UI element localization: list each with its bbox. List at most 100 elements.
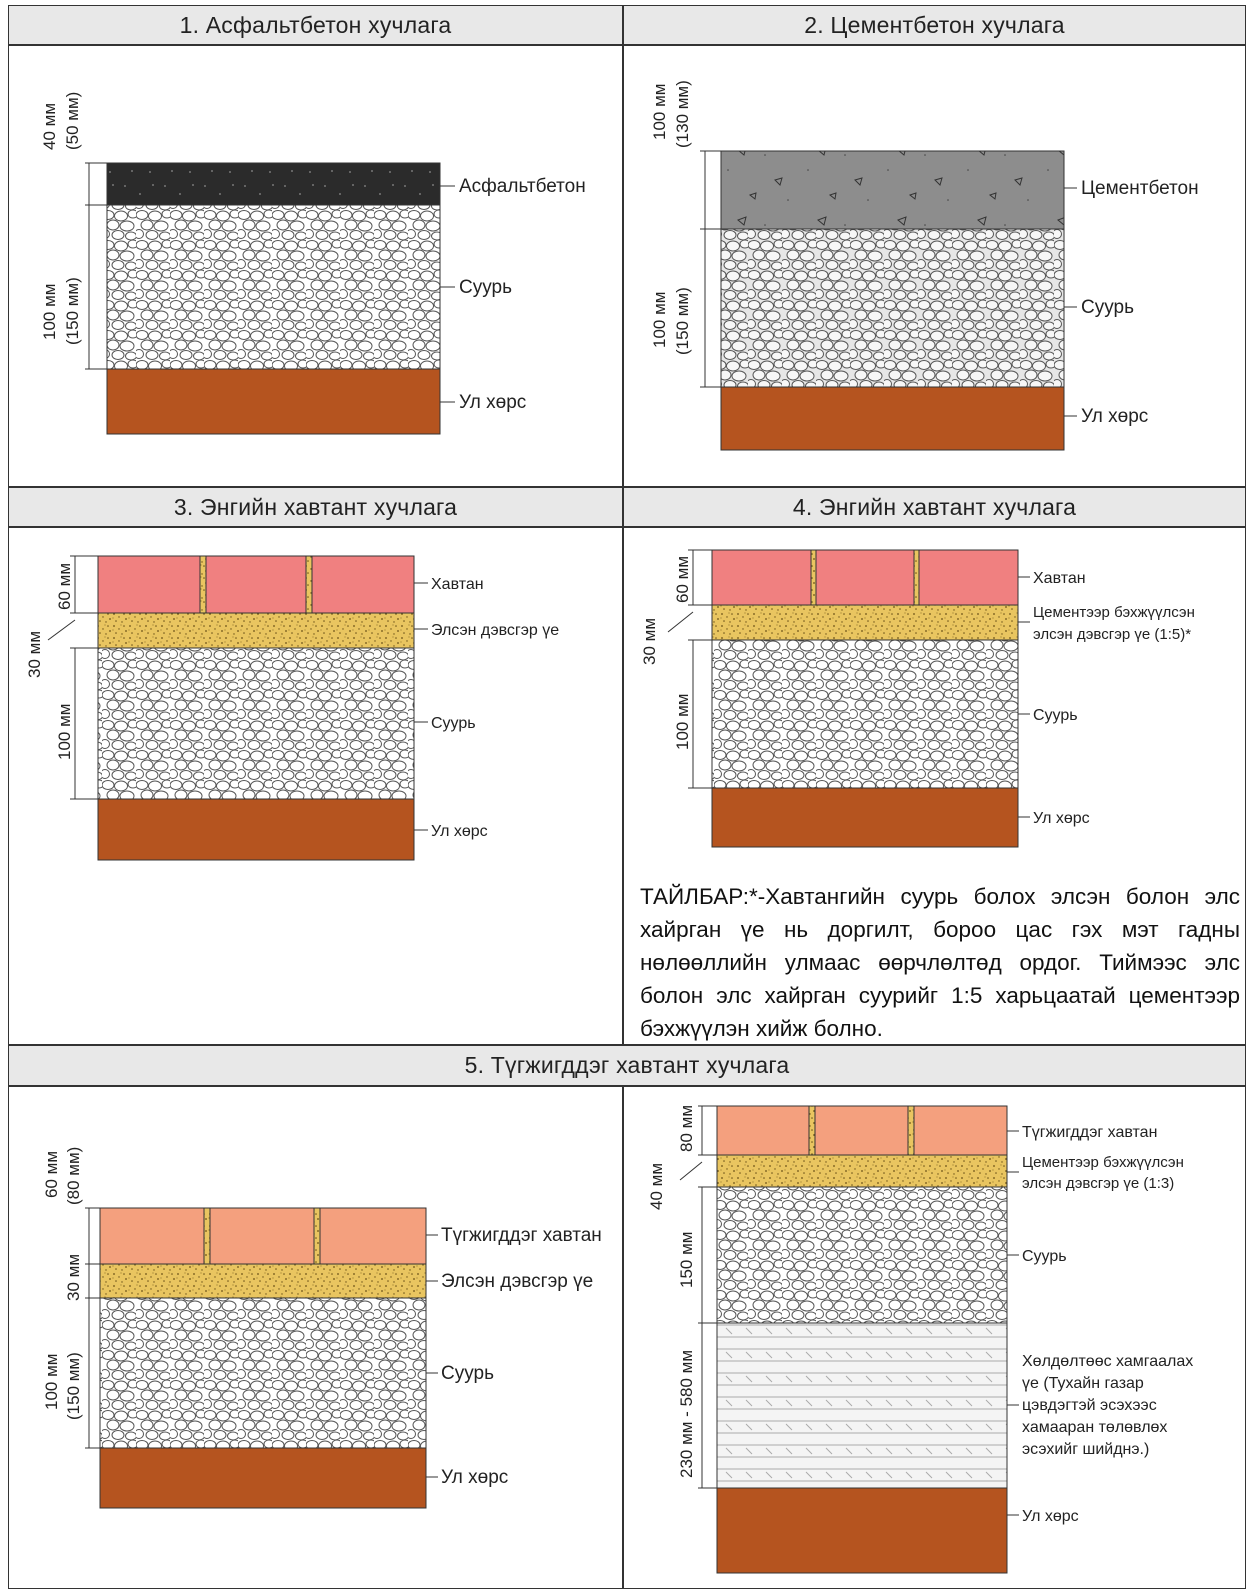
rule — [8, 526, 1246, 528]
label-stabilized-sand-2: элсэн дэвсгэр үе (1:3) — [1022, 1175, 1174, 1192]
frost-protection-layer — [716, 1322, 1008, 1489]
label-stabilized-sand: Цементээр бэхжүүлсэн — [1022, 1154, 1184, 1171]
stabilized-sand-layer — [716, 1154, 1008, 1188]
dim-sand: 30 мм — [640, 618, 659, 665]
dim-base: 100 мм — [673, 694, 692, 750]
tile — [97, 555, 201, 614]
label-tile: Хавтан — [431, 576, 484, 593]
interlock-tile — [913, 1105, 1008, 1156]
dim-base: 100 мм — [650, 292, 669, 348]
label-tile: Хавтан — [1033, 570, 1086, 587]
base-layer — [106, 204, 441, 370]
tile — [815, 549, 915, 606]
label-stabilized-sand-2: элсэн дэвсгэр үе (1:5)* — [1033, 626, 1191, 643]
base-layer — [716, 1186, 1008, 1324]
label-frost-1: Хөлдөлтөөс хамгаалах — [1022, 1353, 1193, 1370]
panel-4-title: 4. Энгийн хавтант хучлага — [624, 488, 1245, 526]
label-interlock-tile: Түгжигддэг хавтан — [441, 1225, 602, 1246]
dim-base: 100 мм — [42, 1354, 61, 1410]
dim-sand: 30 мм — [25, 631, 44, 678]
tile — [918, 549, 1019, 606]
label-base: Суурь — [1081, 297, 1134, 318]
label-frost-5: эсэхийг шийднэ.) — [1022, 1441, 1149, 1458]
label-subgrade: Ул хөрс — [1081, 406, 1148, 427]
subgrade-layer — [711, 787, 1019, 848]
rule — [8, 1044, 1246, 1046]
dim-base: 150 мм — [677, 1232, 696, 1288]
dim-sand: 30 мм — [64, 1254, 83, 1301]
panel-2-title: 2. Цементбетон хучлага — [624, 6, 1245, 44]
dim-base-alt: (150 мм) — [63, 277, 82, 345]
rule — [8, 486, 1246, 488]
tile — [711, 549, 812, 606]
panel-4-note: ТАЙЛБАР:*-Хавтангийн суурь болох элсэн б… — [640, 884, 1240, 1041]
panel-3-section — [47, 555, 428, 861]
column-divider — [622, 5, 624, 1045]
dim-tile: 60 мм — [673, 556, 692, 603]
subgrade-layer — [106, 368, 441, 435]
label-base: Суурь — [1022, 1248, 1067, 1265]
label-asphalt: Асфальтбетон — [459, 176, 586, 197]
label-subgrade: Ул хөрс — [1022, 1508, 1079, 1525]
asphalt-layer — [106, 162, 441, 206]
interlock-tile — [209, 1207, 315, 1265]
label-frost-2: үе (Тухайн газар — [1022, 1375, 1144, 1392]
dim-concrete-alt: (130 мм) — [673, 80, 692, 148]
label-concrete: Цементбетон — [1081, 178, 1199, 199]
label-subgrade: Ул хөрс — [459, 392, 526, 413]
base-layer — [97, 647, 415, 800]
subgrade-layer — [716, 1487, 1008, 1574]
dim-asphalt-alt: (50 мм) — [63, 92, 82, 150]
dim-frost: 230 мм - 580 мм — [677, 1350, 696, 1478]
interlock-tile — [319, 1207, 427, 1265]
dim-concrete: 100 мм — [650, 84, 669, 140]
base-layer — [711, 639, 1019, 789]
dim-base: 100 мм — [55, 704, 74, 760]
stabilized-sand-layer — [711, 604, 1019, 641]
label-base: Суурь — [431, 715, 476, 732]
interlock-tile — [99, 1207, 205, 1265]
subgrade-layer — [99, 1447, 427, 1509]
subgrade-layer — [720, 386, 1065, 451]
dim-tile: 60 мм — [55, 563, 74, 610]
dim-asphalt: 40 мм — [40, 103, 59, 150]
panel-1-section — [85, 162, 455, 435]
sand-layer — [97, 612, 415, 649]
dim-base-alt: (150 мм) — [673, 287, 692, 355]
dim-base: 100 мм — [40, 284, 59, 340]
label-subgrade: Ул хөрс — [1033, 810, 1090, 827]
tile — [205, 555, 307, 614]
rule — [8, 1085, 1246, 1087]
sand-layer — [99, 1263, 427, 1299]
panel-3-title: 3. Энгийн хавтант хучлага — [9, 488, 622, 526]
panel-1-title: 1. Асфальтбетон хучлага — [9, 6, 622, 44]
concrete-layer — [720, 150, 1065, 230]
panel-5-right-section — [679, 1105, 1019, 1574]
label-base: Суурь — [441, 1363, 494, 1384]
tile — [311, 555, 415, 614]
base-layer — [99, 1297, 427, 1449]
panel-4-section — [667, 549, 1030, 848]
label-stabilized-sand: Цементээр бэхжүүлсэн — [1033, 604, 1195, 621]
label-subgrade: Ул хөрс — [431, 823, 488, 840]
label-sand: Элсэн дэвсгэр үе — [431, 622, 559, 639]
column-divider-bottom — [622, 1085, 624, 1589]
interlock-tile — [814, 1105, 909, 1156]
panel-5-title: 5. Түгжигддэг хавтант хучлага — [9, 1046, 1245, 1085]
label-frost-3: цэвдэгтэй эсэхээс — [1022, 1397, 1157, 1414]
label-sand: Элсэн дэвсгэр үе — [441, 1271, 593, 1292]
rule — [8, 44, 1246, 46]
panel-5-left-section — [85, 1207, 438, 1509]
dim-tile: 80 мм — [677, 1105, 696, 1152]
base-layer — [720, 228, 1065, 388]
label-interlock-tile: Түгжигддэг хавтан — [1022, 1124, 1157, 1141]
dim-tile: 60 мм — [42, 1151, 61, 1198]
dim-base-alt: (150 мм) — [64, 1352, 83, 1420]
label-base: Суурь — [1033, 707, 1078, 724]
dim-sand: 40 мм — [647, 1163, 666, 1210]
dim-tile-alt: (80 мм) — [64, 1147, 83, 1205]
subgrade-layer — [97, 798, 415, 861]
panel-2-section — [700, 150, 1077, 451]
diagram-frame — [8, 5, 1246, 1589]
